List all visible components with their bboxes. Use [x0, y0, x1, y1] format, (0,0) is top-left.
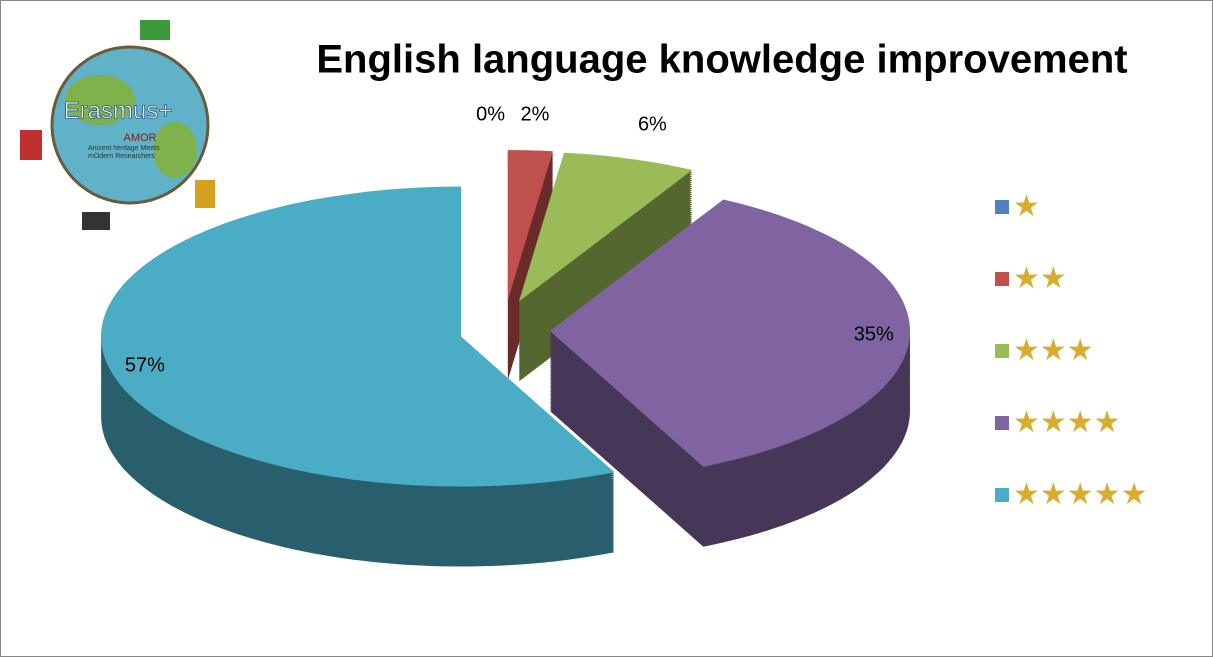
data-label: 57%: [125, 354, 165, 376]
legend-label: ★★★: [1013, 334, 1094, 367]
legend-label: ★★★★★: [1013, 478, 1147, 511]
slice: [518, 152, 693, 302]
logo-land: [65, 75, 135, 125]
legend-swatch: [995, 200, 1009, 214]
legend-swatch: [995, 344, 1009, 358]
legend-label: ★★: [1013, 262, 1067, 295]
data-label: 6%: [638, 114, 667, 136]
legend-swatch: [995, 272, 1009, 286]
logo: Erasmus+ AMOR Ancient heritage Meets mOd…: [20, 20, 215, 230]
chart-title: English language knowledge improvement: [316, 38, 1127, 82]
legend-label: ★: [1013, 190, 1040, 223]
data-label: 2%: [520, 104, 549, 126]
logo-flag: [140, 20, 170, 40]
logo-flag: [195, 180, 215, 208]
logo-text: Ancient heritage Meets mOdern Researcher…: [88, 145, 160, 160]
logo-text-box: Ancient heritage Meets mOdern Researcher…: [88, 145, 160, 160]
slice: [101, 186, 615, 487]
logo-subtitle: AMOR: [124, 132, 157, 144]
legend-label: ★★★★: [1013, 406, 1121, 439]
logo-flag: [82, 212, 110, 230]
logo-flag: [20, 130, 42, 160]
legend-swatch: [995, 416, 1009, 430]
legend-swatch: [995, 488, 1009, 502]
data-label: 0%: [476, 103, 505, 125]
slice: [507, 150, 553, 301]
logo-land: [153, 122, 197, 178]
slice: [549, 199, 910, 467]
logo-title: Erasmus+: [64, 97, 173, 124]
data-label: 35%: [854, 323, 894, 345]
